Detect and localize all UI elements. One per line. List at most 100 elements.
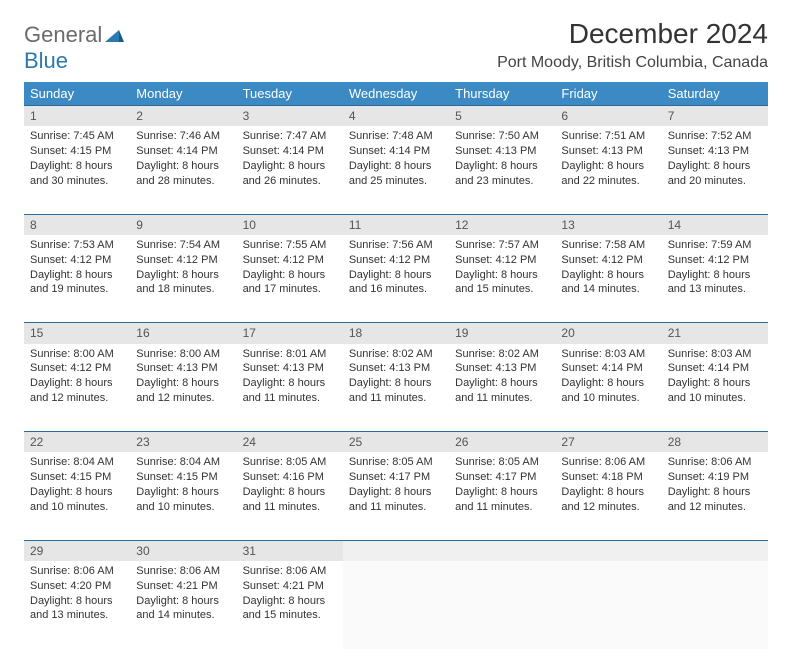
weekday-header: Thursday: [449, 82, 555, 106]
day-content-cell: Sunrise: 7:45 AMSunset: 4:15 PMDaylight:…: [24, 126, 130, 214]
sunset-line: Sunset: 4:12 PM: [30, 361, 124, 376]
day-number-cell: 19: [449, 323, 555, 344]
day-number-cell: 25: [343, 432, 449, 453]
day-number-cell: 15: [24, 323, 130, 344]
sunrise-line: Sunrise: 7:46 AM: [136, 129, 230, 144]
day-content-cell: [662, 561, 768, 649]
daylight-line: Daylight: 8 hours and 10 minutes.: [561, 376, 655, 406]
sunset-line: Sunset: 4:14 PM: [561, 361, 655, 376]
sunrise-line: Sunrise: 7:57 AM: [455, 238, 549, 253]
weekday-header: Monday: [130, 82, 236, 106]
sunset-line: Sunset: 4:21 PM: [243, 579, 337, 594]
weekday-header: Friday: [555, 82, 661, 106]
day-content-cell: Sunrise: 8:05 AMSunset: 4:17 PMDaylight:…: [449, 452, 555, 540]
day-content-cell: Sunrise: 8:06 AMSunset: 4:19 PMDaylight:…: [662, 452, 768, 540]
day-number-cell: 31: [237, 540, 343, 561]
day-content-cell: Sunrise: 8:02 AMSunset: 4:13 PMDaylight:…: [449, 344, 555, 432]
sunrise-line: Sunrise: 8:04 AM: [136, 455, 230, 470]
sunrise-line: Sunrise: 8:06 AM: [668, 455, 762, 470]
logo: GeneralBlue: [24, 22, 125, 74]
day-content-cell: Sunrise: 8:04 AMSunset: 4:15 PMDaylight:…: [24, 452, 130, 540]
daylight-line: Daylight: 8 hours and 10 minutes.: [30, 485, 124, 515]
day-content-cell: Sunrise: 8:06 AMSunset: 4:21 PMDaylight:…: [130, 561, 236, 649]
sunset-line: Sunset: 4:13 PM: [455, 144, 549, 159]
sunrise-line: Sunrise: 7:45 AM: [30, 129, 124, 144]
sunrise-line: Sunrise: 8:00 AM: [30, 347, 124, 362]
sunrise-line: Sunrise: 7:59 AM: [668, 238, 762, 253]
sunset-line: Sunset: 4:12 PM: [561, 253, 655, 268]
day-content-cell: Sunrise: 7:59 AMSunset: 4:12 PMDaylight:…: [662, 235, 768, 323]
daylight-line: Daylight: 8 hours and 11 minutes.: [455, 485, 549, 515]
day-number-cell: 22: [24, 432, 130, 453]
logo-word2: Blue: [24, 48, 68, 73]
daylight-line: Daylight: 8 hours and 11 minutes.: [349, 376, 443, 406]
weekday-header: Wednesday: [343, 82, 449, 106]
sunset-line: Sunset: 4:13 PM: [561, 144, 655, 159]
content-row: Sunrise: 7:53 AMSunset: 4:12 PMDaylight:…: [24, 235, 768, 323]
sunset-line: Sunset: 4:12 PM: [30, 253, 124, 268]
daylight-line: Daylight: 8 hours and 26 minutes.: [243, 159, 337, 189]
sunset-line: Sunset: 4:14 PM: [668, 361, 762, 376]
sunset-line: Sunset: 4:19 PM: [668, 470, 762, 485]
daylight-line: Daylight: 8 hours and 16 minutes.: [349, 268, 443, 298]
sunrise-line: Sunrise: 8:05 AM: [349, 455, 443, 470]
day-content-cell: [449, 561, 555, 649]
sunset-line: Sunset: 4:20 PM: [30, 579, 124, 594]
day-number-cell: 9: [130, 214, 236, 235]
daylight-line: Daylight: 8 hours and 12 minutes.: [668, 485, 762, 515]
day-content-cell: Sunrise: 7:52 AMSunset: 4:13 PMDaylight:…: [662, 126, 768, 214]
day-content-cell: Sunrise: 8:06 AMSunset: 4:20 PMDaylight:…: [24, 561, 130, 649]
day-content-cell: [555, 561, 661, 649]
sunset-line: Sunset: 4:14 PM: [243, 144, 337, 159]
day-content-cell: Sunrise: 7:57 AMSunset: 4:12 PMDaylight:…: [449, 235, 555, 323]
day-number-cell: 3: [237, 106, 343, 127]
day-content-cell: Sunrise: 8:02 AMSunset: 4:13 PMDaylight:…: [343, 344, 449, 432]
daylight-line: Daylight: 8 hours and 14 minutes.: [561, 268, 655, 298]
day-number-cell: 26: [449, 432, 555, 453]
sunrise-line: Sunrise: 7:52 AM: [668, 129, 762, 144]
sunset-line: Sunset: 4:21 PM: [136, 579, 230, 594]
daynum-row: 15161718192021: [24, 323, 768, 344]
day-content-cell: Sunrise: 7:47 AMSunset: 4:14 PMDaylight:…: [237, 126, 343, 214]
day-content-cell: Sunrise: 8:03 AMSunset: 4:14 PMDaylight:…: [555, 344, 661, 432]
sunrise-line: Sunrise: 8:03 AM: [668, 347, 762, 362]
sunrise-line: Sunrise: 8:06 AM: [136, 564, 230, 579]
sunset-line: Sunset: 4:15 PM: [30, 144, 124, 159]
day-number-cell: 16: [130, 323, 236, 344]
daylight-line: Daylight: 8 hours and 19 minutes.: [30, 268, 124, 298]
day-number-cell: 18: [343, 323, 449, 344]
sunrise-line: Sunrise: 8:01 AM: [243, 347, 337, 362]
daynum-row: 293031: [24, 540, 768, 561]
daylight-line: Daylight: 8 hours and 17 minutes.: [243, 268, 337, 298]
sunset-line: Sunset: 4:13 PM: [455, 361, 549, 376]
day-content-cell: Sunrise: 8:03 AMSunset: 4:14 PMDaylight:…: [662, 344, 768, 432]
logo-mark-icon: [105, 22, 125, 48]
daylight-line: Daylight: 8 hours and 13 minutes.: [30, 594, 124, 624]
sunrise-line: Sunrise: 7:55 AM: [243, 238, 337, 253]
daynum-row: 1234567: [24, 106, 768, 127]
sunrise-line: Sunrise: 8:05 AM: [455, 455, 549, 470]
sunset-line: Sunset: 4:17 PM: [349, 470, 443, 485]
content-row: Sunrise: 8:04 AMSunset: 4:15 PMDaylight:…: [24, 452, 768, 540]
content-row: Sunrise: 8:00 AMSunset: 4:12 PMDaylight:…: [24, 344, 768, 432]
sunrise-line: Sunrise: 7:56 AM: [349, 238, 443, 253]
day-number-cell: 11: [343, 214, 449, 235]
sunset-line: Sunset: 4:13 PM: [136, 361, 230, 376]
day-number-cell: 23: [130, 432, 236, 453]
sunrise-line: Sunrise: 8:00 AM: [136, 347, 230, 362]
sunset-line: Sunset: 4:14 PM: [349, 144, 443, 159]
weekday-header: Saturday: [662, 82, 768, 106]
day-content-cell: Sunrise: 7:50 AMSunset: 4:13 PMDaylight:…: [449, 126, 555, 214]
day-number-cell: 12: [449, 214, 555, 235]
day-number-cell: 7: [662, 106, 768, 127]
day-content-cell: Sunrise: 7:51 AMSunset: 4:13 PMDaylight:…: [555, 126, 661, 214]
month-title: December 2024: [497, 18, 768, 50]
daylight-line: Daylight: 8 hours and 11 minutes.: [243, 376, 337, 406]
sunrise-line: Sunrise: 7:48 AM: [349, 129, 443, 144]
daylight-line: Daylight: 8 hours and 28 minutes.: [136, 159, 230, 189]
day-number-cell: 17: [237, 323, 343, 344]
sunset-line: Sunset: 4:12 PM: [668, 253, 762, 268]
day-content-cell: Sunrise: 8:00 AMSunset: 4:13 PMDaylight:…: [130, 344, 236, 432]
day-number-cell: 24: [237, 432, 343, 453]
location: Port Moody, British Columbia, Canada: [497, 54, 768, 72]
